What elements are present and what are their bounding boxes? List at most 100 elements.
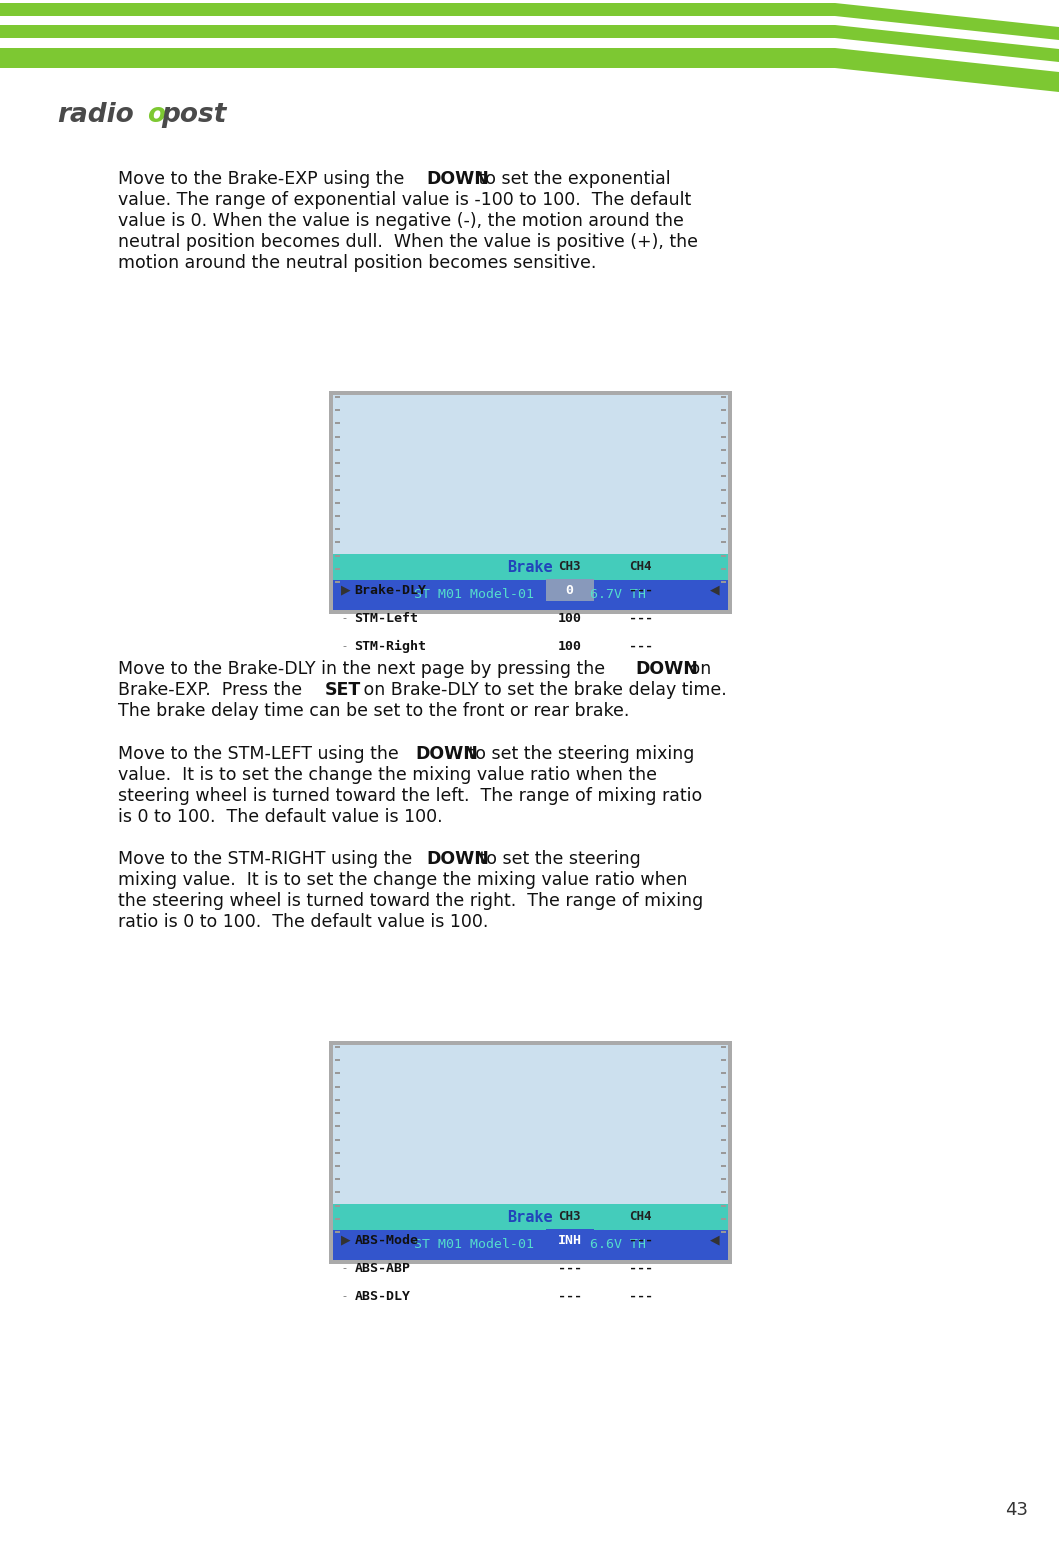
Bar	[335, 1085, 340, 1087]
Text: ABS-ABP: ABS-ABP	[355, 1261, 411, 1275]
Bar	[720, 1099, 725, 1101]
Text: value. The range of exponential value is -100 to 100.  The default: value. The range of exponential value is…	[118, 191, 692, 208]
Bar	[335, 1218, 340, 1219]
Text: 100: 100	[557, 611, 581, 625]
Text: ---: ---	[557, 1289, 581, 1303]
Text: ---: ---	[629, 1233, 652, 1247]
Text: Move to the Brake-DLY in the next page by pressing the: Move to the Brake-DLY in the next page b…	[118, 659, 611, 678]
Text: ---: ---	[629, 1261, 652, 1275]
Bar	[335, 488, 340, 490]
Bar	[335, 555, 340, 557]
Bar	[720, 488, 725, 490]
Text: ABS-DLY: ABS-DLY	[355, 1289, 411, 1303]
Bar	[333, 395, 728, 580]
Text: Move to the STM-LEFT using the: Move to the STM-LEFT using the	[118, 745, 405, 764]
Bar	[720, 435, 725, 437]
Bar	[720, 568, 725, 569]
Text: Brake: Brake	[507, 1210, 553, 1224]
Text: ---: ---	[629, 639, 652, 653]
Bar	[335, 529, 340, 530]
Bar	[720, 529, 725, 530]
Bar	[545, 1228, 593, 1252]
Bar	[720, 476, 725, 477]
Text: to set the exponential: to set the exponential	[473, 169, 670, 188]
Text: -: -	[342, 641, 346, 652]
Text: value.  It is to set the change the mixing value ratio when the: value. It is to set the change the mixin…	[118, 767, 657, 784]
Bar	[335, 1152, 340, 1154]
Bar	[720, 1126, 725, 1127]
Bar	[720, 541, 725, 543]
Bar	[720, 1059, 725, 1061]
Text: Move to the Brake-EXP using the: Move to the Brake-EXP using the	[118, 169, 410, 188]
Text: CH3: CH3	[558, 560, 580, 574]
Bar	[720, 462, 725, 463]
Text: mixing value.  It is to set the change the mixing value ratio when: mixing value. It is to set the change th…	[118, 871, 687, 889]
Text: to set the steering mixing: to set the steering mixing	[463, 745, 695, 764]
Bar	[335, 1047, 340, 1048]
Text: CH3: CH3	[558, 1210, 580, 1224]
Bar	[720, 1112, 725, 1113]
Text: 100: 100	[557, 639, 581, 653]
Text: ABS-Mode: ABS-Mode	[355, 1233, 418, 1247]
Text: SET: SET	[325, 681, 361, 700]
Text: neutral position becomes dull.  When the value is positive (+), the: neutral position becomes dull. When the …	[118, 233, 698, 250]
Text: Brake-DLY: Brake-DLY	[355, 583, 427, 597]
Text: DOWN: DOWN	[426, 169, 489, 188]
Bar	[335, 476, 340, 477]
Text: 43: 43	[1005, 1501, 1028, 1519]
Text: ST M01 Model-01       6.6V TH: ST M01 Model-01 6.6V TH	[414, 1238, 646, 1252]
Bar	[720, 1138, 725, 1140]
Bar	[333, 554, 728, 580]
Bar	[720, 1073, 725, 1075]
Text: CH4: CH4	[629, 560, 652, 574]
Text: steering wheel is turned toward the left.  The range of mixing ratio: steering wheel is turned toward the left…	[118, 787, 702, 805]
Text: Brake: Brake	[507, 560, 553, 574]
Text: ratio is 0 to 100.  The default value is 100.: ratio is 0 to 100. The default value is …	[118, 913, 488, 931]
Text: Move to the STM-RIGHT using the: Move to the STM-RIGHT using the	[118, 851, 417, 868]
Bar	[720, 397, 725, 398]
Bar	[720, 1179, 725, 1180]
Bar	[335, 1138, 340, 1140]
Bar	[720, 1047, 725, 1048]
Bar	[720, 409, 725, 411]
Text: Brake-EXP.  Press the: Brake-EXP. Press the	[118, 681, 307, 700]
Bar	[333, 1045, 728, 1230]
Text: CH4: CH4	[629, 1210, 652, 1224]
Bar	[335, 1165, 340, 1166]
Bar	[333, 580, 728, 610]
Polygon shape	[0, 48, 1059, 92]
Bar	[335, 1059, 340, 1061]
Bar	[335, 462, 340, 463]
Bar	[335, 582, 340, 583]
Text: -: -	[342, 1291, 346, 1302]
Text: ---: ---	[629, 611, 652, 625]
Text: radio: radio	[57, 103, 133, 128]
Bar	[335, 449, 340, 451]
Text: on: on	[684, 659, 712, 678]
Bar	[328, 390, 732, 614]
Bar	[335, 435, 340, 437]
Bar	[335, 568, 340, 569]
Bar	[335, 541, 340, 543]
Text: is 0 to 100.  The default value is 100.: is 0 to 100. The default value is 100.	[118, 809, 443, 826]
Bar	[333, 1204, 728, 1230]
Bar	[720, 1085, 725, 1087]
Text: ST M01 Model-01       6.7V TH: ST M01 Model-01 6.7V TH	[414, 588, 646, 602]
Text: on Brake-DLY to set the brake delay time.: on Brake-DLY to set the brake delay time…	[358, 681, 726, 700]
Text: to set the steering: to set the steering	[474, 851, 641, 868]
Bar	[545, 578, 593, 600]
Bar	[720, 423, 725, 425]
Bar	[720, 502, 725, 504]
Text: ---: ---	[557, 1261, 581, 1275]
Bar	[720, 582, 725, 583]
Bar	[335, 1112, 340, 1113]
Bar	[335, 1126, 340, 1127]
Bar	[720, 515, 725, 516]
Text: DOWN: DOWN	[415, 745, 478, 764]
Bar	[720, 1232, 725, 1233]
Text: INH: INH	[557, 1233, 581, 1247]
Text: DOWN: DOWN	[426, 851, 489, 868]
Bar	[333, 1230, 728, 1260]
Bar	[720, 1218, 725, 1219]
Bar	[335, 502, 340, 504]
